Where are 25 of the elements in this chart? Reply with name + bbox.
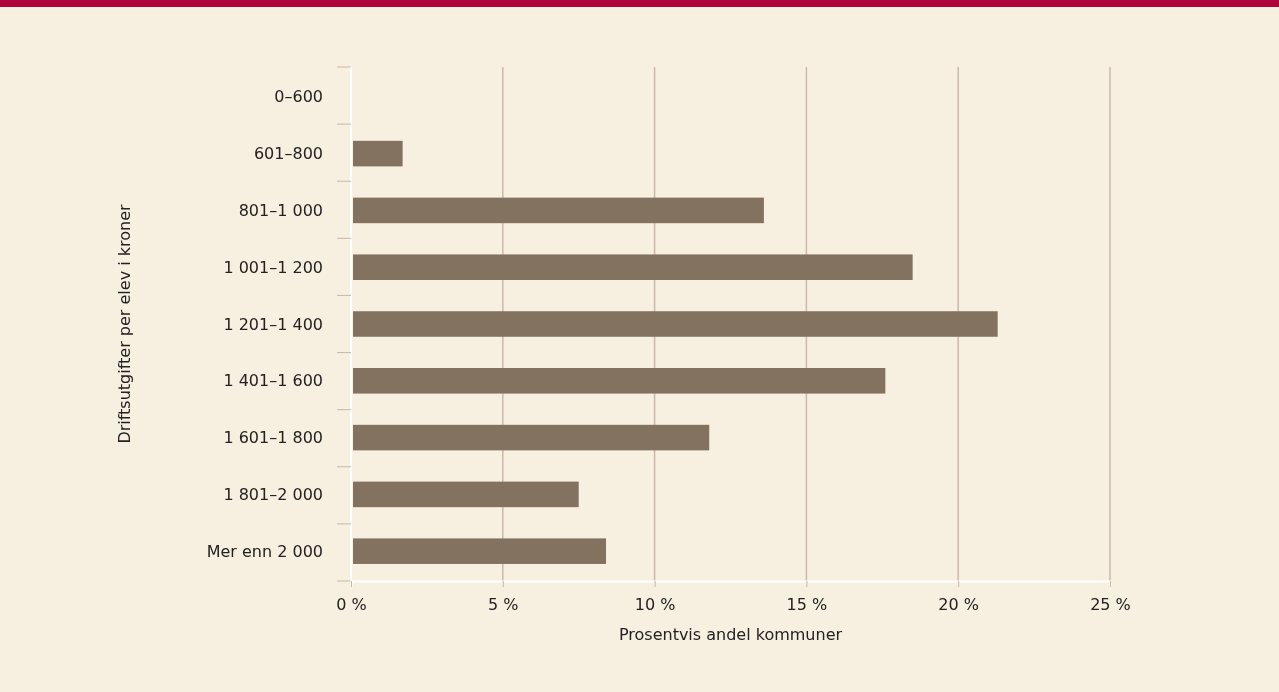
y-tick-label: 1 601–1 800	[223, 428, 323, 448]
bar	[353, 254, 913, 280]
x-tick-label: 0 %	[336, 595, 367, 615]
bar	[353, 538, 607, 564]
y-tick-label: 1 801–2 000	[223, 484, 323, 504]
y-axis-title: Driftsutgifter per elev i kroner	[115, 203, 134, 444]
y-tick-label: 801–1 000	[238, 201, 323, 221]
y-tick-label: 601–800	[253, 144, 323, 164]
bar	[353, 368, 886, 394]
x-tick-label: 15 %	[786, 595, 828, 615]
bar	[353, 424, 710, 451]
x-tick-label: 25 %	[1090, 595, 1131, 615]
bar	[353, 140, 403, 167]
y-tick-label: 1 001–1 200	[223, 257, 323, 277]
x-axis-title: Prosentvis andel kommuner	[618, 625, 843, 644]
bar	[353, 197, 764, 224]
x-tick-label: 20 %	[938, 595, 980, 615]
x-tick-label: 5 %	[488, 595, 519, 615]
x-tick-label: 10 %	[634, 595, 676, 615]
y-tick-label: 0–600	[274, 87, 323, 107]
y-tick-label: 1 401–1 600	[223, 371, 323, 391]
y-tick-label: Mer enn 2 000	[206, 541, 323, 561]
bar	[353, 481, 579, 508]
y-tick-label: 1 201–1 400	[223, 314, 323, 334]
bar	[353, 311, 998, 337]
